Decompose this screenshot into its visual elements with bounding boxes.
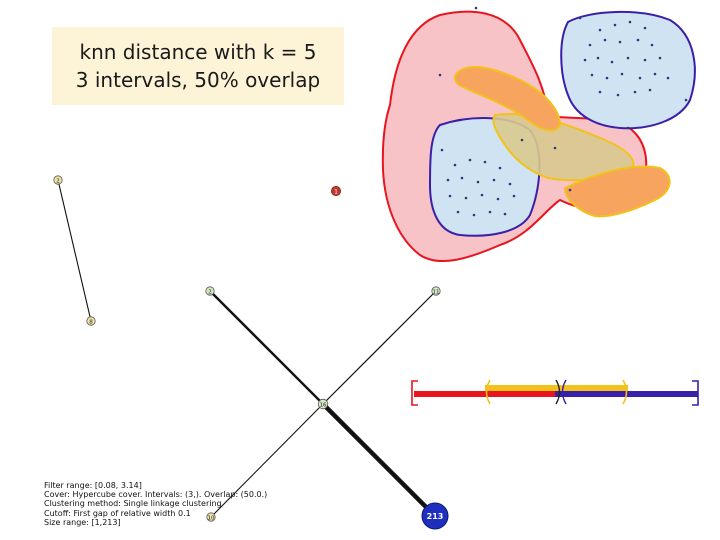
- node-tl-low-label: 8: [89, 320, 93, 326]
- info-cutoff: Cutoff: First gap of relative width 0.1: [44, 508, 191, 518]
- graph-nodes: 2 8 2 11 16 10 1 213: [53, 175, 449, 530]
- graph-edges: [57, 179, 437, 518]
- info-filter-range: Filter range: [0.08, 3.14]: [44, 481, 142, 490]
- title-line-1: knn distance with k = 5: [79, 40, 317, 64]
- title-line-2: 3 intervals, 50% overlap: [75, 68, 321, 92]
- blue-region-upper: [560, 10, 696, 130]
- bracket-close-blue: [692, 380, 699, 406]
- node-mid-right-label: 11: [433, 290, 440, 296]
- bracket-open-yellow: [485, 379, 491, 405]
- node-big-blue-label: 213: [427, 512, 444, 521]
- info-text-block: Filter range: [0.08, 3.14] Cover: Hyperc…: [44, 481, 267, 527]
- node-mid-left-label: 2: [208, 290, 212, 296]
- bracket-open-blue: [561, 379, 567, 405]
- info-size-range: Size range: [1,213]: [44, 517, 121, 527]
- interval-bar: [411, 379, 699, 406]
- bracket-open-red: [411, 380, 418, 406]
- node-bottom-left-label: 10: [208, 516, 215, 522]
- title-box: knn distance with k = 5 3 intervals, 50%…: [52, 27, 344, 105]
- edge-center-bigblue: [321, 402, 437, 518]
- edge-midleft-center: [209, 290, 324, 405]
- cluster-illustration: [381, 6, 696, 263]
- bracket-close-red: [555, 379, 561, 405]
- orange-arm-lower: [563, 165, 671, 218]
- point-cloud-upper: [578, 16, 688, 102]
- info-clustering-method: Clustering method: Single linkage cluste…: [44, 499, 222, 509]
- node-tl: 2: [53, 175, 63, 185]
- node-small-red-label: 1: [334, 189, 338, 196]
- node-tl-label: 2: [56, 179, 60, 185]
- node-mid-left: 2: [205, 286, 215, 296]
- edge-midright-center: [322, 290, 437, 405]
- node-center-label: 16: [320, 403, 327, 409]
- node-mid-right: 11: [431, 286, 441, 296]
- node-big-blue: 213: [421, 502, 449, 530]
- info-cover: Cover: Hypercube cover. Intervals: (3,).…: [44, 490, 268, 500]
- bracket-close-yellow: [622, 379, 628, 405]
- node-bottom-left: 10: [206, 512, 216, 522]
- node-tl-low: 8: [86, 316, 96, 326]
- node-center: 16: [317, 398, 329, 410]
- edge-bottomleft-center: [210, 403, 324, 518]
- edge-tl: [57, 179, 92, 322]
- node-small-red: 1: [330, 185, 341, 196]
- orange-arm-upper: [453, 65, 562, 132]
- point-cloud-lower: [438, 6, 630, 217]
